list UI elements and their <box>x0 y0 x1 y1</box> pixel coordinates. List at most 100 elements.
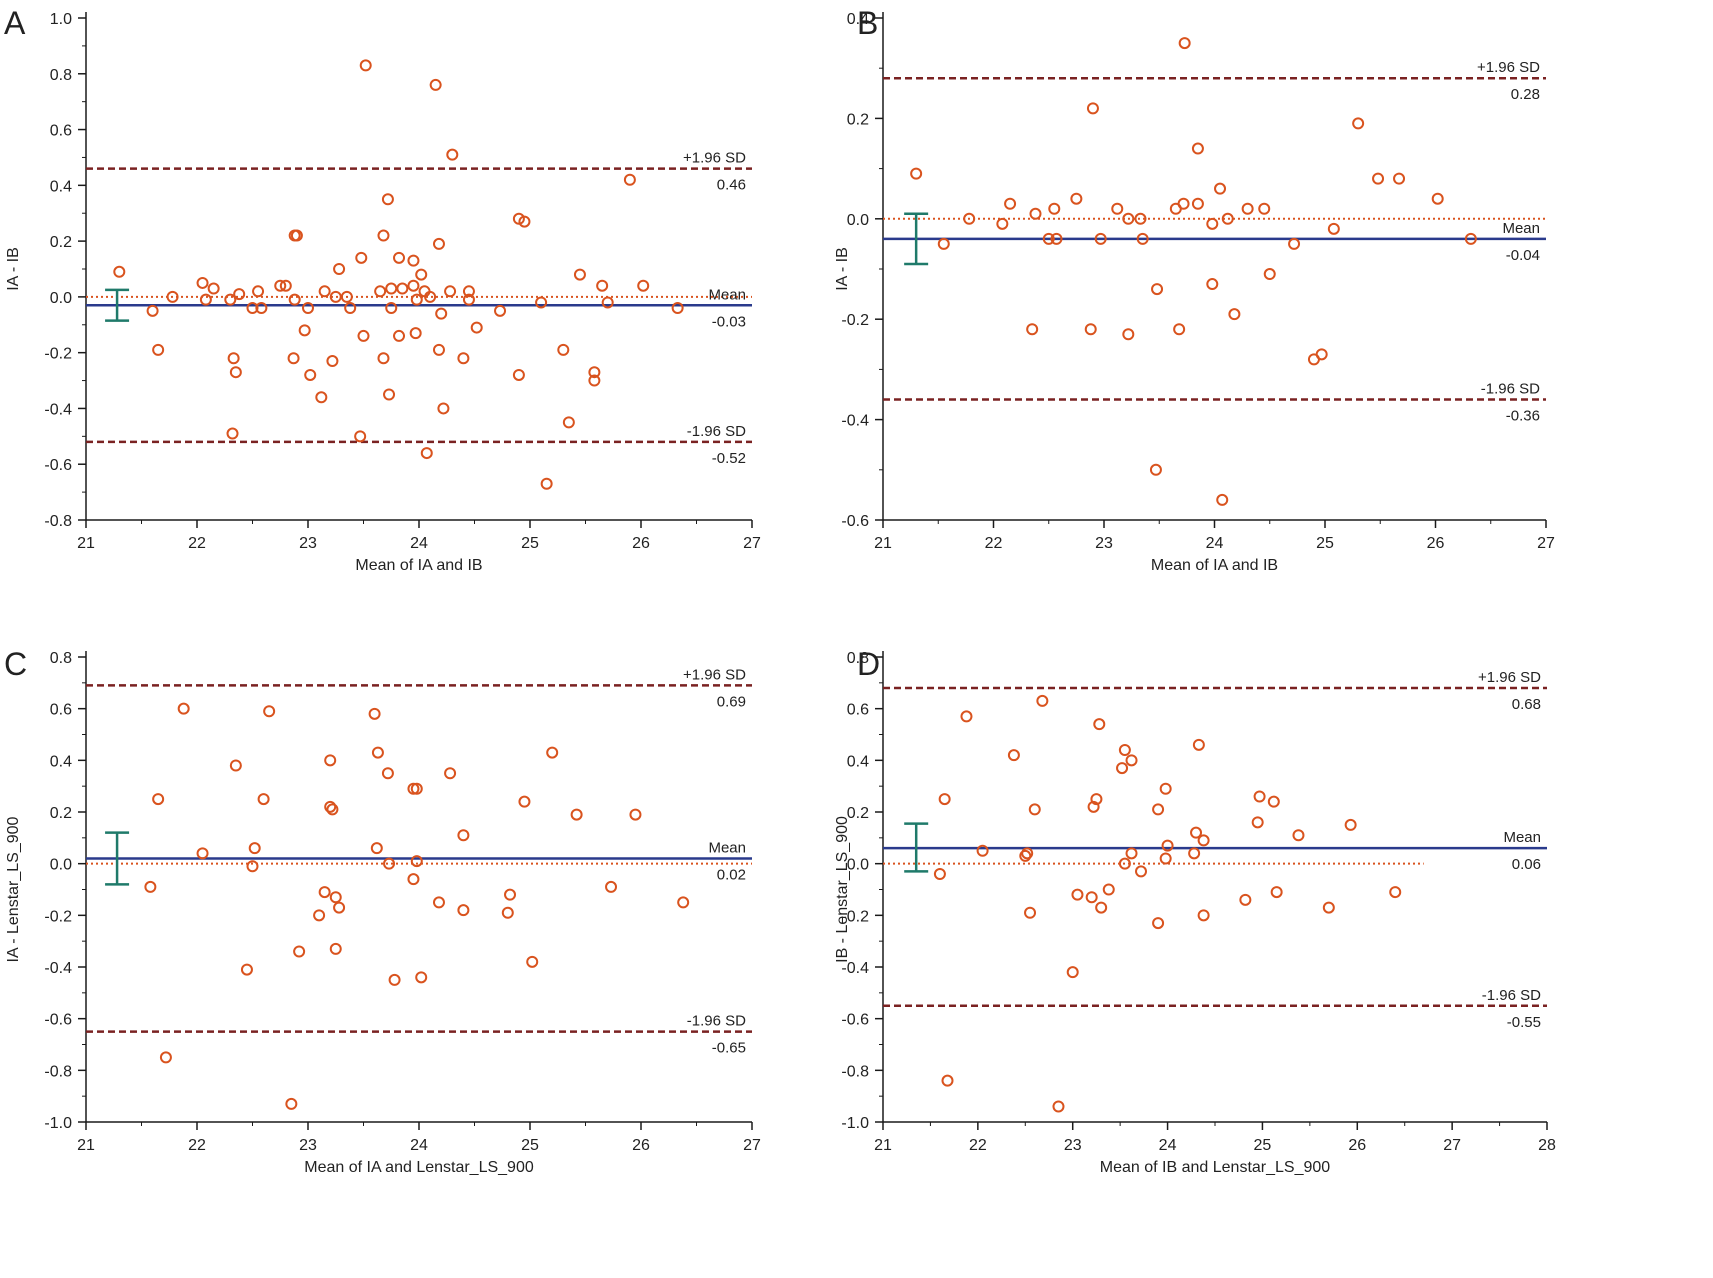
y-tick-label: 0.6 <box>50 702 72 719</box>
data-point <box>1084 323 1097 336</box>
data-point <box>340 290 353 303</box>
data-point <box>248 842 261 855</box>
y-tick-label: 0.4 <box>847 753 869 770</box>
data-point <box>1066 966 1079 979</box>
data-point <box>329 891 342 904</box>
data-point <box>457 904 470 917</box>
data-point <box>562 416 575 429</box>
y-tick-label: -1.0 <box>841 1115 869 1132</box>
x-tick-label: 21 <box>77 535 95 552</box>
data-point <box>246 860 259 873</box>
mean-line-label: Mean <box>708 840 746 857</box>
data-point <box>324 800 337 813</box>
y-tick-label: 0.0 <box>50 857 72 874</box>
data-point <box>1197 909 1210 922</box>
x-tick-label: 22 <box>188 535 206 552</box>
y-tick-label: -0.6 <box>44 1012 72 1029</box>
data-point <box>326 355 339 368</box>
data-point <box>293 945 306 958</box>
data-point <box>1173 323 1186 336</box>
data-point <box>1177 197 1190 210</box>
data-point <box>388 973 401 986</box>
data-point <box>518 795 531 808</box>
y-tick-label: 0.6 <box>847 702 869 719</box>
data-point <box>227 352 240 365</box>
data-point <box>1102 883 1115 896</box>
data-point <box>246 302 259 315</box>
data-point <box>229 759 242 772</box>
x-axis-title: Mean of IA and Lenstar_LS_900 <box>304 1159 534 1176</box>
data-point <box>298 324 311 337</box>
y-tick-label: -0.8 <box>44 1063 72 1080</box>
y-tick-label: -0.2 <box>44 346 72 363</box>
x-tick-label: 23 <box>299 1137 317 1154</box>
data-point <box>1190 826 1203 839</box>
data-point <box>1125 847 1138 860</box>
data-point <box>385 302 398 315</box>
panel-a: A -0.8 -0.6 -0.4 -0.2 0.0 0.2 0.4 0.6 0.8 1.0 21 22 2… <box>0 0 856 639</box>
upper-sd-line-value: 0.28 <box>1511 86 1540 103</box>
data-point <box>1036 694 1049 707</box>
data-point <box>290 229 303 242</box>
data-point <box>263 705 276 718</box>
data-point <box>518 215 531 228</box>
data-point <box>1188 847 1201 860</box>
mean-line-value: -0.04 <box>1506 247 1540 264</box>
data-point <box>393 251 406 264</box>
data-point <box>1253 790 1266 803</box>
data-point <box>1071 888 1084 901</box>
x-tick-label: 23 <box>299 535 317 552</box>
data-point <box>588 374 601 387</box>
y-axis-title: IA - IB <box>834 247 851 291</box>
x-tick-label: 22 <box>969 1137 987 1154</box>
data-point <box>224 293 237 306</box>
y-tick-label: 0.8 <box>50 650 72 667</box>
data-point <box>540 477 553 490</box>
x-tick-label: 23 <box>1064 1137 1082 1154</box>
y-tick-label: 0.0 <box>50 290 72 307</box>
lower-sd-line-value: -0.55 <box>1507 1014 1541 1031</box>
data-point <box>910 167 923 180</box>
y-tick-label: -0.8 <box>841 1063 869 1080</box>
y-tick-label: -0.6 <box>44 457 72 474</box>
data-point <box>1178 37 1191 50</box>
data-point <box>1221 212 1234 225</box>
data-point <box>371 746 384 759</box>
chart-d: D -1.0 -0.8 -0.6 -0.4 -0.2 0.0 0.2 0.4 0.6 0.8 21 22… <box>834 646 1556 1176</box>
data-point <box>1464 232 1477 245</box>
data-point <box>1135 865 1148 878</box>
data-point <box>274 279 287 292</box>
chart-b: B -0.6 -0.4 -0.2 0.0 0.2 0.4 21 22 23 24 25 26 27 Mean… <box>834 5 1555 574</box>
data-point <box>354 430 367 443</box>
data-point <box>1029 207 1042 220</box>
x-tick-label: 26 <box>1348 1137 1366 1154</box>
data-point <box>1151 283 1164 296</box>
data-point <box>1191 142 1204 155</box>
data-point <box>1270 886 1283 899</box>
y-tick-label: 0.4 <box>50 753 72 770</box>
data-point <box>429 78 442 91</box>
data-point <box>252 285 265 298</box>
mean-line-value: -0.03 <box>712 313 746 330</box>
data-point <box>279 279 292 292</box>
x-axis-title: Mean of IB and Lenstar_LS_900 <box>1100 1159 1330 1176</box>
data-point <box>1019 849 1032 862</box>
data-point <box>1251 816 1264 829</box>
y-tick-label: 0.2 <box>847 805 869 822</box>
y-tick-label: -0.4 <box>44 401 72 418</box>
data-point <box>255 302 268 315</box>
y-tick-label: -0.4 <box>841 413 869 430</box>
data-point <box>1087 800 1100 813</box>
data-point <box>435 307 448 320</box>
data-point <box>1134 212 1147 225</box>
data-point <box>233 288 246 301</box>
data-point <box>1149 463 1162 476</box>
data-point <box>1052 1100 1065 1113</box>
x-tick-label: 25 <box>521 535 539 552</box>
data-point <box>976 844 989 857</box>
data-point <box>512 368 525 381</box>
data-point <box>557 343 570 356</box>
data-point <box>1206 217 1219 230</box>
y-tick-label: -0.2 <box>841 312 869 329</box>
y-tick-label: 0.8 <box>847 650 869 667</box>
